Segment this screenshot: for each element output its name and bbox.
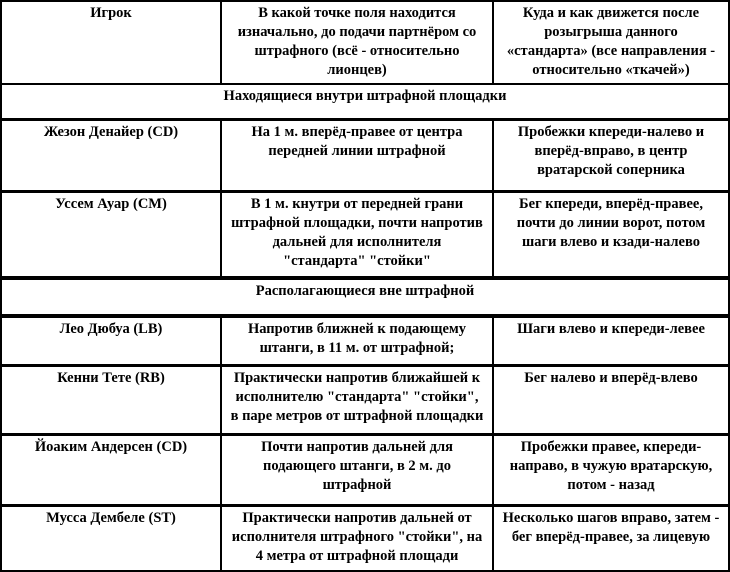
player-position: Практически напротив ближайшей к исполни… [220, 367, 492, 433]
player-movement: Пробежки кпереди-налево и вперёд-вправо,… [492, 121, 728, 190]
table-header-row: Игрок В какой точке поля находится изнач… [2, 2, 728, 83]
player-name: Лео Дюбуа (LB) [59, 321, 163, 337]
table-row-dembele: Мусса Дембеле (ST) Практически напротив … [2, 504, 728, 570]
table-row-denayer: Жезон Денайер (CD) На 1 м. вперёд-правее… [2, 118, 728, 190]
table-row-andersen: Йоаким Андерсен (CD) Почти напротив даль… [2, 433, 728, 504]
player-position: В 1 м. кнутри от передней грани штрафной… [220, 193, 492, 276]
player-name: Кенни Тете (RB) [57, 370, 165, 386]
section-row-inside-box: Находящиеся внутри штрафной площадки [2, 83, 728, 118]
player-movement: Шаги влево и кпереди-левее [492, 318, 728, 364]
header-movement-column: Куда и как движется после розыгрыша данн… [492, 2, 728, 83]
table-row-aouar: Уссем Ауар (CM) В 1 м. кнутри от передне… [2, 190, 728, 276]
player-name: Уссем Ауар (CM) [55, 196, 167, 212]
section-title: Находящиеся внутри штрафной площадки [223, 88, 507, 104]
player-position: Напротив ближней к подающему штанги, в 1… [220, 318, 492, 364]
player-position: На 1 м. вперёд-правее от центра передней… [220, 121, 492, 190]
player-name: Йоаким Андерсен (CD) [34, 439, 188, 455]
player-movement: Бег кпереди, вперёд-правее, почти до лин… [492, 193, 728, 276]
section-title: Располагающиеся вне штрафной [255, 283, 475, 299]
player-movement: Бег налево и вперёд-влево [492, 367, 728, 433]
section-row-outside-box: Располагающиеся вне штрафной [2, 276, 728, 314]
table-row-dubois: Лео Дюбуа (LB) Напротив ближней к подающ… [2, 314, 728, 364]
table-row-tete: Кенни Тете (RB) Практически напротив бли… [2, 364, 728, 433]
player-name: Мусса Дембеле (ST) [46, 510, 176, 526]
player-position: Практически напротив дальней от исполнит… [220, 507, 492, 570]
player-movement: Пробежки правее, кпереди-направо, в чужу… [492, 436, 728, 504]
player-position: Почти напротив дальней для подающего шта… [220, 436, 492, 504]
header-player-column: Игрок [90, 5, 132, 21]
header-initial-position-column: В какой точке поля находится изначально,… [220, 2, 492, 83]
player-movement: Несколько шагов вправо, затем - бег впер… [492, 507, 728, 570]
player-name: Жезон Денайер (CD) [43, 124, 179, 140]
